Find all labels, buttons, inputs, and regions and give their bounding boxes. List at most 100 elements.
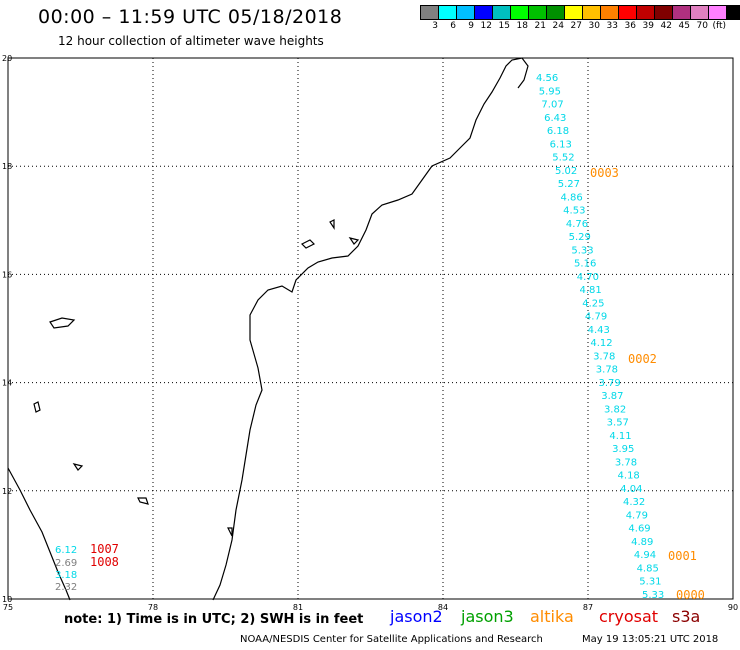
wave-height-value: 3.78 bbox=[596, 365, 618, 376]
lat-tick-label: 14 bbox=[2, 379, 12, 388]
island-small-1 bbox=[300, 239, 316, 249]
legend-s3a: s3a bbox=[672, 607, 701, 626]
wave-height-value: 4.32 bbox=[623, 497, 645, 508]
color-scale-label: 30 bbox=[588, 21, 600, 31]
lat-tick-label: 10 bbox=[2, 595, 12, 604]
wave-height-value: 5.29 bbox=[569, 232, 591, 243]
color-scale-label: 45 bbox=[678, 21, 690, 31]
color-scale-label: 9 bbox=[468, 21, 474, 31]
wave-height-value: 4.76 bbox=[566, 219, 588, 230]
wave-height-value: 2.69 bbox=[55, 558, 77, 569]
island-small-3 bbox=[329, 219, 335, 230]
lon-tick-label: 81 bbox=[293, 603, 303, 612]
wave-height-value: 4.04 bbox=[620, 484, 642, 495]
wave-height-value: 5.27 bbox=[558, 179, 580, 190]
wave-height-value: 3.95 bbox=[612, 444, 634, 455]
wave-height-value: 4.79 bbox=[626, 510, 648, 521]
wave-height-value: 3.79 bbox=[599, 378, 621, 389]
island-small-6 bbox=[137, 497, 149, 505]
lon-tick-label: 78 bbox=[148, 603, 158, 612]
wave-height-value: 2.32 bbox=[55, 582, 77, 593]
wave-height-value: 3.78 bbox=[615, 457, 637, 468]
wave-height-value: 4.18 bbox=[618, 471, 640, 482]
map-subtitle: 12 hour collection of altimeter wave hei… bbox=[58, 34, 324, 48]
legend-cryosat: cryosat bbox=[599, 607, 659, 626]
lat-tick-label: 16 bbox=[2, 270, 12, 279]
lon-tick-label: 75 bbox=[3, 603, 13, 612]
wave-height-value: 6.43 bbox=[544, 113, 566, 124]
wave-height-value: 4.89 bbox=[631, 537, 653, 548]
color-scale-label: 27 bbox=[570, 21, 582, 31]
map-frame bbox=[7, 57, 734, 600]
axis-labels: 75 78 81 84 87 90 20 18 16 14 12 10 bbox=[2, 54, 738, 612]
color-scale bbox=[420, 5, 740, 20]
color-scale-label: 24 bbox=[552, 21, 564, 31]
wave-height-value: 4.81 bbox=[579, 285, 601, 296]
legend-jason2: jason2 bbox=[390, 607, 443, 626]
legend-altika: altika bbox=[530, 607, 574, 626]
island-small-4 bbox=[33, 401, 41, 413]
island-west bbox=[49, 317, 76, 329]
lon-tick-label: 84 bbox=[438, 603, 448, 612]
color-scale-labels: 3 6 9 12 15 18 21 24 27 30 33 36 39 42 45 70 (ft) bbox=[420, 21, 726, 31]
altimeter-tracks: 4.56 5.95 7.07 6.43 6.18 6.13 5.52 5.02 5.27 4.86… bbox=[55, 73, 664, 601]
coastline-central bbox=[212, 57, 529, 601]
wave-height-value: 5.52 bbox=[552, 153, 574, 164]
wave-height-value: 4.86 bbox=[560, 192, 582, 203]
color-scale-label: 39 bbox=[642, 21, 654, 31]
color-scale-label: 36 bbox=[624, 21, 636, 31]
island-small-2 bbox=[348, 237, 360, 245]
wave-height-value: 4.25 bbox=[582, 298, 604, 309]
wave-height-value: 6.13 bbox=[550, 139, 572, 150]
wave-height-value: 5.02 bbox=[555, 166, 577, 177]
color-scale-label: 42 bbox=[660, 21, 672, 31]
color-scale-label: 15 bbox=[498, 21, 510, 31]
pass-number-label: 0003 bbox=[590, 166, 619, 180]
wave-height-value: 4.69 bbox=[628, 524, 650, 535]
wave-height-value: 4.11 bbox=[609, 431, 631, 442]
graticule bbox=[8, 58, 733, 599]
pass-number-label: 0002 bbox=[628, 352, 657, 366]
wave-height-value: 6.18 bbox=[547, 126, 569, 137]
lat-tick-label: 20 bbox=[2, 54, 12, 63]
color-scale-label: (ft) bbox=[712, 21, 726, 31]
lon-tick-label: 90 bbox=[728, 603, 738, 612]
credit: NOAA/NESDIS Center for Satellite Applica… bbox=[240, 634, 543, 645]
wave-height-value: 4.56 bbox=[536, 73, 558, 84]
color-swatch bbox=[726, 5, 740, 20]
lat-tick-label: 18 bbox=[2, 162, 12, 171]
color-scale-label: 18 bbox=[516, 21, 528, 31]
wave-height-value: 5.33 bbox=[571, 245, 593, 256]
wave-height-value: 3.18 bbox=[55, 570, 77, 581]
timestamp: May 19 13:05:21 UTC 2018 bbox=[582, 634, 719, 645]
legend-jason3: jason3 bbox=[461, 607, 514, 626]
lon-tick-label: 87 bbox=[583, 603, 593, 612]
color-scale-label: 21 bbox=[534, 21, 546, 31]
wave-height-value: 4.70 bbox=[577, 272, 599, 283]
coastline-main bbox=[7, 467, 71, 601]
wave-height-value: 4.12 bbox=[590, 338, 612, 349]
wave-height-value: 4.79 bbox=[585, 312, 607, 323]
wave-height-value: 3.57 bbox=[607, 418, 629, 429]
wave-height-value: 3.78 bbox=[593, 351, 615, 362]
wave-height-value: 6.12 bbox=[55, 545, 77, 556]
wave-height-value: 4.43 bbox=[588, 325, 610, 336]
wave-height-value: 4.85 bbox=[637, 563, 659, 574]
wave-height-value: 4.94 bbox=[634, 550, 656, 561]
wave-height-value: 7.07 bbox=[541, 100, 563, 111]
wave-height-value: 3.87 bbox=[601, 391, 623, 402]
color-scale-label: 33 bbox=[606, 21, 618, 31]
color-scale-label: 12 bbox=[480, 21, 492, 31]
wave-height-value: 5.31 bbox=[639, 577, 661, 588]
wave-height-value: 4.53 bbox=[563, 206, 585, 217]
lat-tick-label: 12 bbox=[2, 487, 12, 496]
wave-height-value: 5.16 bbox=[574, 259, 596, 270]
pass-number-label: 0000 bbox=[676, 588, 705, 602]
pass-number-label: 1008 bbox=[90, 555, 119, 569]
coastline bbox=[7, 57, 529, 601]
wave-height-value: 5.33 bbox=[642, 590, 664, 601]
wave-height-value: 3.82 bbox=[604, 404, 626, 415]
color-scale-label: 6 bbox=[450, 21, 456, 31]
island-small-5 bbox=[72, 463, 84, 471]
